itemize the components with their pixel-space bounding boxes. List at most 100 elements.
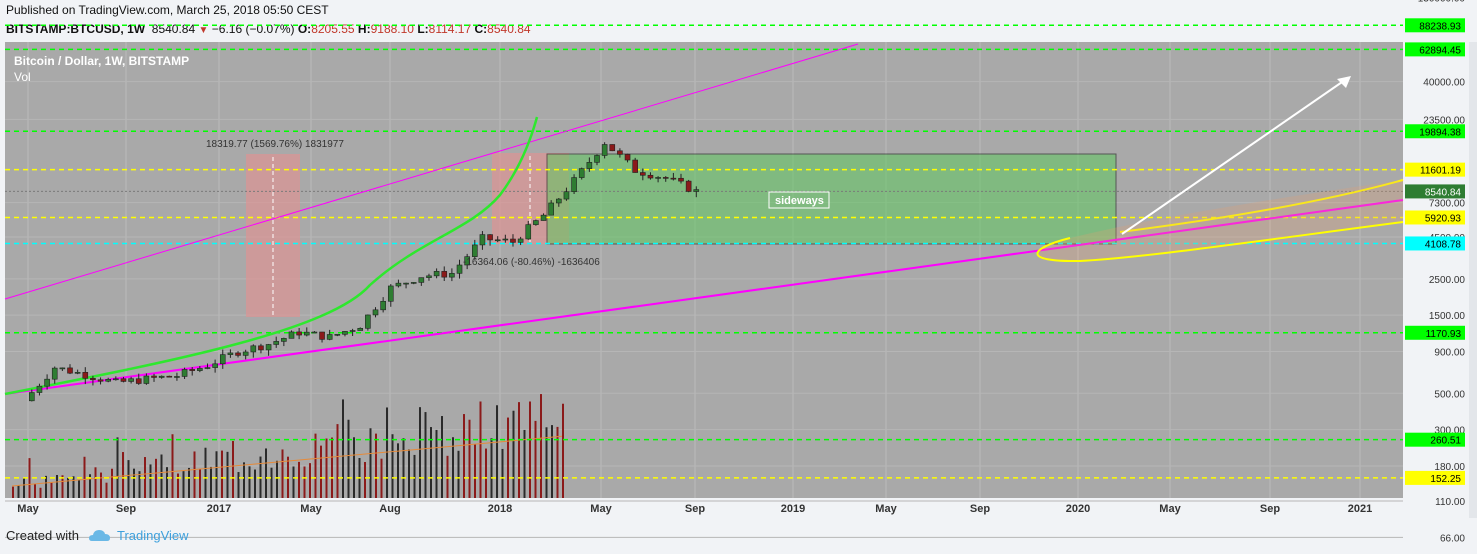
volume-bar xyxy=(413,454,416,498)
candle-body xyxy=(334,333,341,336)
time-axis[interactable] xyxy=(5,498,1403,518)
candle-body xyxy=(510,238,516,243)
volume-bar xyxy=(397,443,399,498)
x-tick-label: Sep xyxy=(685,503,705,515)
y-tick-label: 180.00 xyxy=(1434,462,1465,473)
volume-bar xyxy=(391,434,394,498)
candle-body xyxy=(212,363,218,368)
sideways-label-box xyxy=(768,191,830,209)
candle-body xyxy=(632,159,638,173)
candle-body xyxy=(342,331,348,335)
y-tick-label: 1500.00 xyxy=(1429,311,1466,322)
sideways-label: sideways xyxy=(775,195,824,207)
volume-bar xyxy=(463,414,465,498)
candle-body xyxy=(556,198,562,204)
level-badges: 88238.93 62894.45 19894.38 11601.19 5920.93 4… xyxy=(1405,18,1465,485)
level-badge xyxy=(1405,124,1465,139)
candle-body xyxy=(204,367,211,369)
candle-body xyxy=(258,345,264,351)
volume-bar xyxy=(303,466,306,498)
y-tick-label: 130000.00 xyxy=(1418,0,1466,5)
volume-bar xyxy=(281,449,284,498)
volume-bar xyxy=(364,461,366,498)
price-scrollbar[interactable] xyxy=(1469,42,1477,518)
published-label: Published on TradingView.com, March 25, … xyxy=(6,3,329,17)
candle-body xyxy=(296,331,302,336)
volume-bar xyxy=(562,403,564,498)
x-tick-label: 2017 xyxy=(207,503,231,515)
level-badge-label: 5920.93 xyxy=(1425,213,1462,224)
candle-body xyxy=(67,367,73,374)
volume-bar xyxy=(39,487,42,498)
y-tick-label: 300.00 xyxy=(1434,426,1465,437)
lower-ellipse-line xyxy=(1036,221,1404,263)
candle-body xyxy=(533,220,539,225)
candle-body xyxy=(273,341,280,345)
volume-bar xyxy=(452,437,454,498)
volume-bar xyxy=(237,472,240,498)
low-label: L: xyxy=(417,22,429,36)
chart-title: Bitcoin / Dollar, 1W, BITSTAMP xyxy=(14,54,189,68)
candle-body xyxy=(410,282,417,284)
volume-bar xyxy=(199,468,201,498)
candle-body xyxy=(449,273,455,278)
candle-body xyxy=(36,385,43,393)
candle-body xyxy=(120,378,127,382)
candle-body xyxy=(525,224,532,240)
volume-bar xyxy=(215,451,218,498)
rise-measure-label: 18319.77 (1569.76%) 1831977 xyxy=(206,139,344,150)
candle-body xyxy=(97,379,104,382)
volume-bar xyxy=(122,452,124,498)
volume-bar xyxy=(243,462,245,498)
candle-body xyxy=(426,275,432,278)
volume-bar xyxy=(314,433,317,498)
x-tick-label: Sep xyxy=(116,503,136,515)
volume-bar xyxy=(177,473,179,498)
candle-body xyxy=(219,354,226,365)
level-badge xyxy=(1405,18,1465,33)
candle-body xyxy=(174,376,180,378)
x-tick-label: 2020 xyxy=(1066,503,1090,515)
level-badge xyxy=(1405,162,1465,177)
volume-bar xyxy=(518,402,520,498)
volume-bar xyxy=(501,448,504,498)
volume-bar xyxy=(496,405,498,498)
candle-body xyxy=(365,314,371,329)
volume-bar xyxy=(512,410,515,498)
price-axis[interactable] xyxy=(1403,42,1469,498)
y-tick-label: 110.00 xyxy=(1435,497,1465,508)
parabolic-curve xyxy=(4,116,539,396)
volume-bar xyxy=(221,450,223,498)
volume-bar xyxy=(45,475,47,498)
volume-bar xyxy=(61,475,64,498)
fall-measure-label: -16364.06 (-80.46%) -1636406 xyxy=(463,257,600,268)
volume-bar xyxy=(336,424,339,498)
x-tick-label: May xyxy=(17,503,39,515)
volume-bar xyxy=(441,416,443,498)
volume-bar xyxy=(386,407,388,498)
candle-body xyxy=(517,238,524,243)
candle-body xyxy=(540,214,547,221)
ellipse-fill xyxy=(1037,180,1403,262)
candle-body xyxy=(143,375,150,384)
volume-bar xyxy=(292,466,295,498)
volume-bar xyxy=(182,471,185,498)
projection-arrow xyxy=(1121,79,1346,235)
candle-body xyxy=(494,239,501,242)
level-badge xyxy=(1405,210,1465,225)
x-tick-label: Sep xyxy=(1260,503,1280,515)
candle-body xyxy=(624,154,631,161)
down-triangle-icon: ▼ xyxy=(198,25,209,36)
x-tick-label: May xyxy=(590,503,612,515)
candle-body xyxy=(578,168,585,178)
level-badge-label: 152.25 xyxy=(1430,474,1461,485)
volume-bar xyxy=(331,437,333,498)
volume-bar xyxy=(540,394,542,498)
volume-bar xyxy=(474,444,476,498)
tradingview-brand-link[interactable]: TradingView xyxy=(116,528,189,543)
volume-bar xyxy=(232,441,234,498)
candle-body xyxy=(151,375,157,378)
y-tick-label: 500.00 xyxy=(1434,389,1465,400)
x-tick-label: May xyxy=(300,503,322,515)
